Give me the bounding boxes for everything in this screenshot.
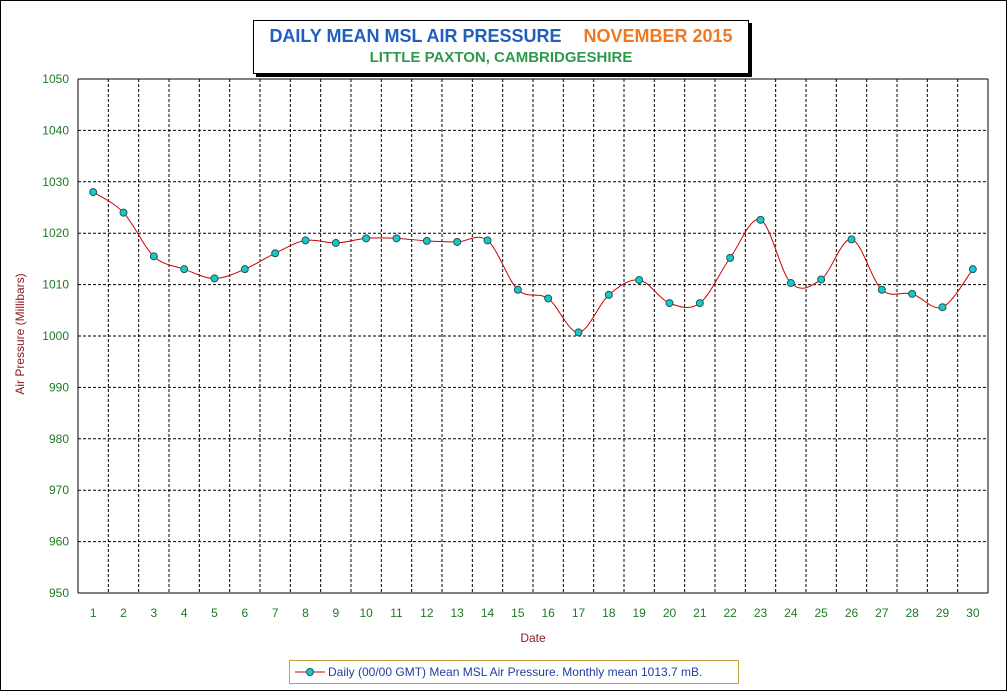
x-tick-label: 6 <box>241 606 248 620</box>
data-point-marker <box>423 237 430 244</box>
chart-subtitle: LITTLE PAXTON, CAMBRIDGESHIRE <box>254 49 748 66</box>
legend-swatch-icon <box>294 664 326 680</box>
x-tick-label: 30 <box>966 606 980 620</box>
x-tick-label: 16 <box>541 606 555 620</box>
x-tick-label: 9 <box>332 606 339 620</box>
data-point-marker <box>605 291 612 298</box>
data-point-marker <box>241 266 248 273</box>
x-tick-label: 1 <box>90 606 97 620</box>
data-point-marker <box>909 290 916 297</box>
data-point-marker <box>575 329 582 336</box>
y-tick-label: 1050 <box>42 72 69 86</box>
x-tick-label: 11 <box>390 606 403 620</box>
y-tick-label: 1030 <box>42 175 69 189</box>
chart-title-month: NOVEMBER 2015 <box>584 26 733 46</box>
y-tick-label: 1010 <box>42 278 69 292</box>
x-tick-label: 7 <box>272 606 279 620</box>
x-tick-label: 4 <box>181 606 188 620</box>
data-point-marker <box>939 304 946 311</box>
y-tick-label: 1020 <box>42 226 69 240</box>
data-point-marker <box>545 295 552 302</box>
legend: Daily (00/00 GMT) Mean MSL Air Pressure.… <box>289 660 739 684</box>
data-point-marker <box>332 239 339 246</box>
x-tick-label: 24 <box>784 606 798 620</box>
x-tick-label: 15 <box>511 606 525 620</box>
x-tick-label: 27 <box>875 606 889 620</box>
x-tick-label: 8 <box>302 606 309 620</box>
data-point-marker <box>666 300 673 307</box>
data-point-marker <box>757 216 764 223</box>
data-point-marker <box>727 254 734 261</box>
data-point-marker <box>120 209 127 216</box>
title-line: DAILY MEAN MSL AIR PRESSURE NOVEMBER 2015 <box>254 26 748 47</box>
y-tick-label: 980 <box>49 432 69 446</box>
y-tick-label: 970 <box>49 483 69 497</box>
data-point-marker <box>696 300 703 307</box>
x-tick-label: 19 <box>632 606 646 620</box>
y-tick-label: 960 <box>49 535 69 549</box>
x-tick-label: 14 <box>481 606 495 620</box>
x-tick-label: 28 <box>905 606 919 620</box>
y-tick-label: 1000 <box>42 329 69 343</box>
data-point-marker <box>969 266 976 273</box>
data-point-marker <box>878 286 885 293</box>
x-tick-label: 23 <box>754 606 768 620</box>
data-point-marker <box>211 275 218 282</box>
x-tick-label: 3 <box>150 606 157 620</box>
x-tick-label: 26 <box>845 606 859 620</box>
x-tick-label: 29 <box>936 606 950 620</box>
y-axis-title: Air Pressure (Millibars) <box>13 273 27 394</box>
chart-title-box: DAILY MEAN MSL AIR PRESSURE NOVEMBER 2015… <box>253 20 749 74</box>
data-point-marker <box>636 276 643 283</box>
data-point-marker <box>787 280 794 287</box>
data-point-marker <box>150 253 157 260</box>
data-point-marker <box>393 235 400 242</box>
y-tick-label: 1040 <box>42 123 69 137</box>
y-tick-label: 990 <box>49 380 69 394</box>
x-tick-label: 5 <box>211 606 218 620</box>
x-tick-label: 2 <box>120 606 127 620</box>
y-tick-labels: 950 960 970 980 990 1000 1010 1020 1030 1040 1050 <box>42 72 69 600</box>
x-axis-title: Date <box>520 631 546 645</box>
data-point-marker <box>90 189 97 196</box>
data-point-marker <box>363 235 370 242</box>
data-point-marker <box>454 238 461 245</box>
data-point-marker <box>302 237 309 244</box>
chart-title: DAILY MEAN MSL AIR PRESSURE <box>269 26 561 46</box>
data-point-marker <box>484 237 491 244</box>
x-tick-label: 17 <box>572 606 586 620</box>
x-tick-label: 22 <box>723 606 737 620</box>
x-tick-label: 21 <box>693 606 707 620</box>
x-tick-labels: 1 2 3 4 5 6 7 8 9 10 11 12 13 14 15 16 17 18 19 20 21 22 23 24 2… <box>90 606 980 620</box>
data-point-marker <box>181 266 188 273</box>
x-tick-label: 25 <box>814 606 828 620</box>
data-point-marker <box>818 276 825 283</box>
legend-label: Daily (00/00 GMT) Mean MSL Air Pressure.… <box>328 661 702 683</box>
x-tick-label: 10 <box>359 606 373 620</box>
x-tick-label: 13 <box>450 606 464 620</box>
data-point-marker <box>514 286 521 293</box>
x-tick-label: 20 <box>663 606 677 620</box>
grid-lines <box>78 79 988 593</box>
y-tick-label: 950 <box>49 586 69 600</box>
x-tick-label: 18 <box>602 606 616 620</box>
x-tick-label: 12 <box>420 606 434 620</box>
data-point-marker <box>272 250 279 257</box>
data-point-marker <box>848 236 855 243</box>
